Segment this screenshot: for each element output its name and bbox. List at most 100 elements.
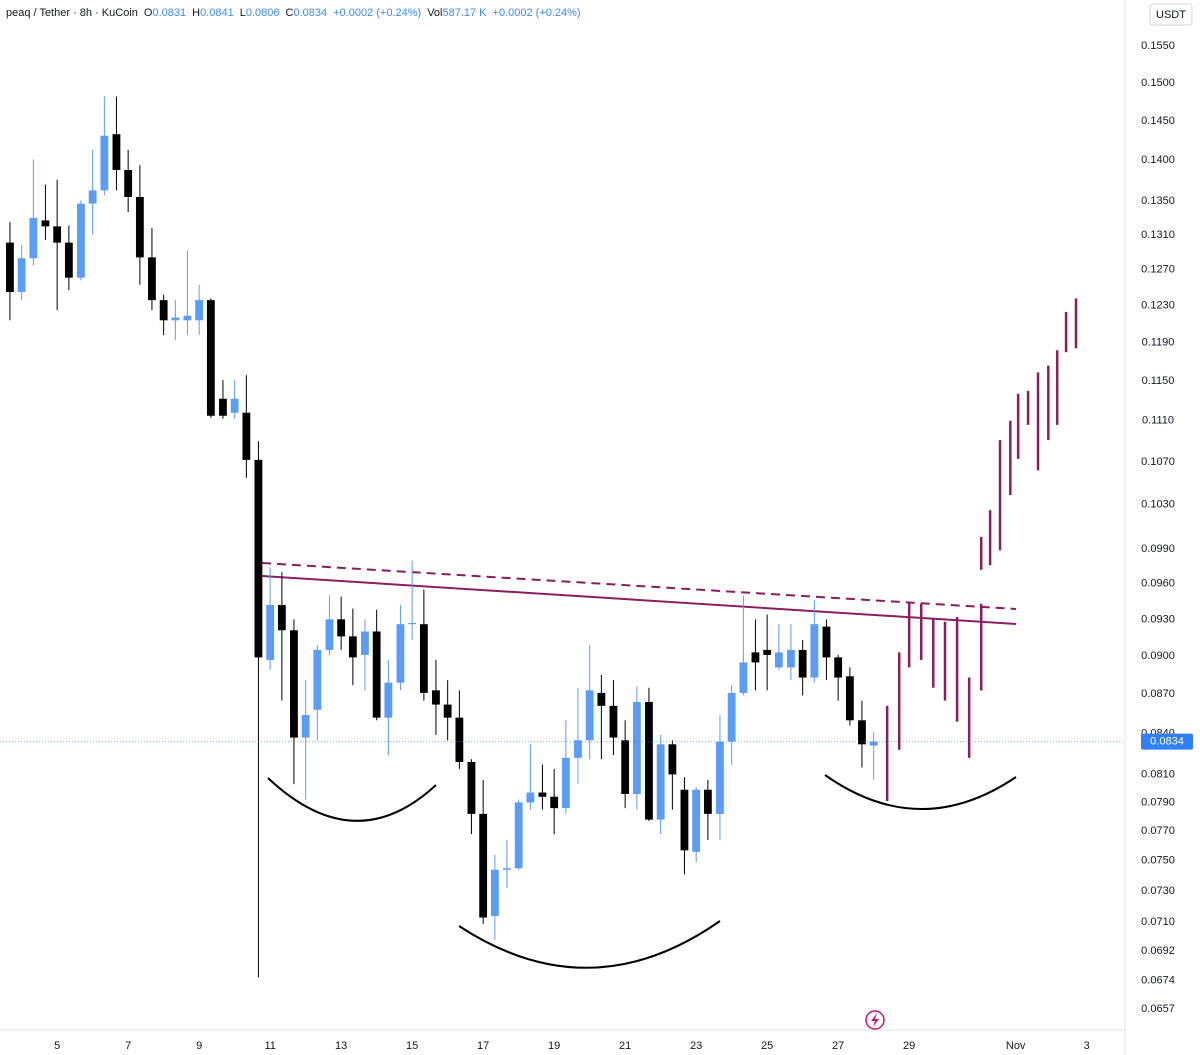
candle-body [703, 789, 712, 814]
neckline [261, 575, 1017, 625]
candle-body [384, 682, 393, 718]
x-tick-label: 19 [548, 1040, 560, 1052]
candle-body [277, 604, 286, 631]
candle-body [597, 692, 606, 706]
candle-body [301, 715, 310, 738]
y-tick-label: 0.1550 [1141, 40, 1175, 52]
y-tick-label: 0.1110 [1142, 415, 1174, 427]
candle-body [739, 662, 748, 693]
candle-body [266, 604, 275, 660]
low-value: 0.0806 [245, 7, 280, 19]
candle-body [17, 258, 26, 292]
symbol[interactable]: peaq / Tether · 8h · KuCoin [6, 7, 138, 19]
y-tick-label: 0.1350 [1141, 195, 1175, 207]
y-tick-label: 0.0900 [1141, 650, 1175, 662]
neckline-dashed [261, 562, 1017, 610]
x-tick-label: 27 [832, 1040, 844, 1052]
drawings [261, 298, 1078, 1030]
candle-body [206, 300, 215, 416]
candle-body [348, 636, 357, 658]
x-tick-label: Nov [1006, 1040, 1026, 1052]
candle-body [419, 624, 428, 693]
candle-body [845, 676, 854, 721]
candle-body [77, 203, 85, 278]
candle-body [834, 657, 843, 678]
currency-label: USDT [1156, 9, 1186, 21]
candle-body [432, 690, 440, 705]
candle-body [503, 868, 511, 870]
x-tick-label: 5 [54, 1040, 60, 1052]
candle-body [632, 701, 641, 794]
change: +0.0002 (+0.24%) [333, 7, 422, 19]
candle-body [64, 242, 73, 278]
y-tick-label: 0.0750 [1141, 855, 1175, 867]
y-tick-label: 0.1190 [1142, 337, 1175, 349]
y-tick-label: 0.1500 [1141, 77, 1175, 89]
right-shoulder-arc [824, 774, 1017, 810]
y-tick-label: 0.1230 [1141, 300, 1175, 312]
open-label: O [143, 7, 153, 19]
candle-body [230, 398, 239, 413]
candle-body [716, 741, 724, 814]
x-tick-label: 13 [335, 1040, 347, 1052]
currency-box[interactable] [1149, 3, 1193, 26]
candle-body [645, 701, 653, 820]
candle-body [148, 257, 156, 301]
vol-label: Vol [427, 7, 443, 19]
candle-body [242, 412, 251, 460]
y-tick-label: 0.1070 [1141, 456, 1175, 468]
candle-body [810, 624, 819, 678]
y-tick-label: 0.0710 [1141, 916, 1175, 928]
candle-body [514, 802, 523, 869]
candle-body [550, 796, 559, 809]
x-tick-label: 15 [406, 1040, 418, 1052]
candle-body [609, 705, 618, 738]
candle-body [313, 649, 322, 710]
y-tick-label: 0.0730 [1141, 885, 1175, 897]
low-label: L [239, 7, 246, 19]
candle-body [561, 757, 570, 809]
flash-icon[interactable] [865, 1010, 885, 1030]
candle-body [361, 631, 369, 655]
candle-body [254, 459, 263, 658]
y-tick-label: 0.0692 [1141, 945, 1175, 957]
vol-value: 587.17 K [442, 7, 487, 19]
open-value: 0.0831 [152, 7, 187, 19]
candle-body [443, 704, 452, 718]
y-tick-label: 0.1450 [1141, 115, 1175, 127]
candle-body [325, 619, 334, 650]
candle-body [372, 631, 381, 718]
candle-body [680, 789, 689, 851]
y-tick-label: 0.0810 [1141, 768, 1175, 780]
candle-body [798, 649, 807, 678]
candle-body [124, 169, 133, 197]
candle-body [538, 792, 547, 797]
y-tick-label: 0.0790 [1141, 796, 1175, 808]
candle-body [692, 789, 701, 852]
y-tick-label: 0.0990 [1141, 543, 1175, 555]
candle-body [41, 220, 50, 227]
candle-body [526, 792, 535, 803]
candle-body [135, 196, 144, 258]
candle-body [621, 740, 630, 794]
y-tick-label: 0.0657 [1141, 1003, 1175, 1015]
candle-body [6, 242, 14, 292]
x-tick-label: 23 [690, 1040, 702, 1052]
candle-body [88, 190, 97, 204]
candle-body [479, 813, 488, 918]
candle-body [858, 720, 866, 745]
candle-body [408, 622, 417, 625]
legend-bar: peaq / Tether · 8h · KuCoin O 0.0831 H 0.0… [6, 7, 581, 19]
high-value: 0.0841 [200, 7, 234, 19]
y-tick-label: 0.1270 [1141, 264, 1175, 276]
y-tick-label: 0.0770 [1141, 825, 1175, 837]
x-tick-label: 11 [264, 1040, 275, 1052]
x-tick-label: 3 [1084, 1040, 1090, 1052]
candle-body [727, 692, 736, 742]
candle-body [337, 619, 346, 637]
y-tick-label: 0.0870 [1141, 688, 1175, 700]
y-tick-label: 0.1400 [1141, 154, 1175, 166]
head-arc [458, 920, 721, 969]
candle-body [455, 717, 464, 762]
candle-body [668, 744, 677, 775]
